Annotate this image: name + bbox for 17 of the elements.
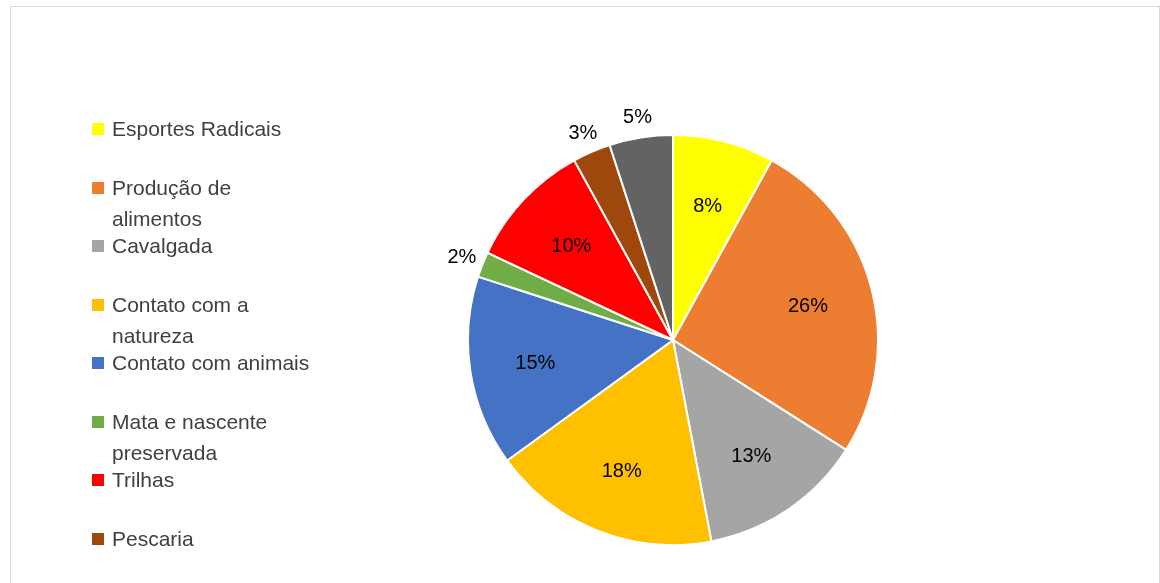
legend-label: Esportes Radicais <box>112 116 283 142</box>
data-label: 18% <box>601 458 642 481</box>
data-label: 26% <box>788 294 829 317</box>
legend-label: Cavalgada <box>112 233 214 259</box>
data-label: 10% <box>551 233 592 256</box>
data-label: 2% <box>447 245 477 268</box>
legend-label: Trilhas <box>112 467 176 493</box>
legend-label: Contato com animais <box>112 350 311 376</box>
legend-label: Produção de alimentos <box>112 174 233 232</box>
legend-label: Mata e nascente preservada <box>112 408 269 466</box>
data-label: 5% <box>623 104 653 127</box>
data-label: 3% <box>568 120 598 143</box>
data-label: 8% <box>693 193 723 216</box>
data-label: 15% <box>515 350 556 373</box>
legend-label: Pescaria <box>112 525 195 552</box>
legend-label: Contato com a natureza <box>112 291 250 349</box>
data-label: 13% <box>731 444 772 467</box>
